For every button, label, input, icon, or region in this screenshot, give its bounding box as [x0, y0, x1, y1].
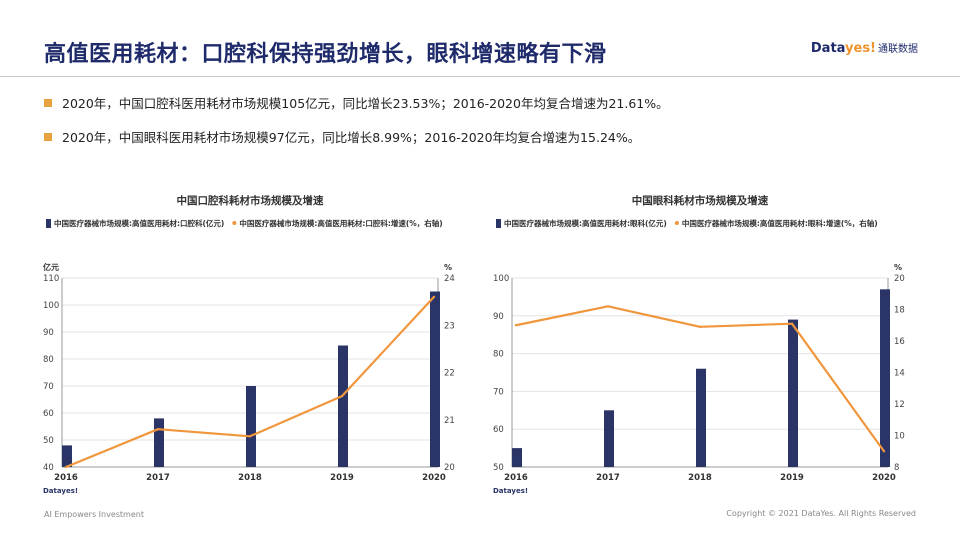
bar: [696, 368, 706, 467]
bar: [788, 319, 798, 467]
bar: [338, 345, 348, 467]
line-point: [606, 305, 610, 308]
x-tick-label: 2020: [422, 473, 446, 483]
y2-tick-label: 12: [894, 400, 905, 410]
x-tick-label: 2016: [54, 473, 78, 483]
y2-tick-label: 18: [894, 306, 905, 316]
y-tick-label: 50: [43, 436, 54, 446]
y2-tick-label: 22: [444, 369, 455, 379]
page-title: 高值医用耗材：口腔科保持强劲增长，眼科增速略有下滑: [44, 42, 607, 67]
y-tick-label: 100: [493, 274, 509, 284]
line-point: [156, 428, 160, 431]
y2-axis-label: %: [894, 263, 902, 272]
bullet-square-icon: [44, 132, 52, 141]
x-tick-label: 2019: [330, 473, 354, 483]
y2-tick-label: 24: [444, 274, 455, 284]
line-point: [698, 325, 702, 329]
y-tick-label: 70: [43, 382, 54, 392]
legend-bar-swatch: [46, 219, 51, 228]
y2-axis-label: %: [444, 263, 452, 272]
x-tick-label: 2018: [238, 473, 262, 483]
line-point: [340, 394, 344, 398]
footer-tagline: AI Empowers Investment: [44, 510, 144, 519]
bar: [62, 445, 72, 467]
legend-bar-label: 中国医疗器械市场规模:高值医用耗材:口腔科(亿元): [54, 218, 224, 228]
y-tick-label: 60: [493, 425, 504, 435]
legend-line-label: 中国医疗器械市场规模:高值医用耗材:口腔科:增速(%，右轴): [239, 218, 442, 228]
y2-tick-label: 16: [894, 337, 905, 347]
chart-source: Datayes!: [43, 487, 78, 495]
legend-line-swatch: [232, 221, 237, 225]
brand-logo: Datayes! 通联数据: [811, 40, 918, 56]
line-point: [248, 435, 252, 438]
line-point: [432, 295, 436, 299]
y-tick-label: 60: [43, 409, 54, 419]
y-tick-label: 40: [43, 463, 54, 473]
chart-title: 中国口腔科耗材市场规模及增速: [177, 194, 324, 207]
legend-bar-swatch: [496, 219, 501, 228]
x-tick-label: 2020: [872, 473, 896, 483]
bar: [604, 410, 614, 467]
line-point: [882, 450, 886, 453]
bar: [154, 418, 164, 467]
brand-cn: 通联数据: [878, 44, 918, 55]
y-tick-label: 70: [493, 387, 504, 397]
y-tick-label: 50: [493, 463, 504, 473]
x-tick-label: 2016: [504, 473, 528, 483]
line-point: [790, 322, 794, 325]
line-point: [64, 465, 68, 469]
footer-copyright: Copyright © 2021 DataYes. All Rights Res…: [726, 509, 916, 518]
bar: [512, 448, 522, 467]
bullet-item: 2020年，中国口腔科医用耗材市场规模105亿元，同比增长23.53%；2016…: [44, 93, 669, 112]
legend-line-swatch: [674, 221, 679, 225]
bar: [880, 289, 890, 467]
y2-tick-label: 14: [894, 369, 905, 379]
chart-ophthalmic: 中国眼科耗材市场规模及增速中国医疗器械市场规模:高值医用耗材:眼科(亿元) 中国医…: [490, 190, 910, 500]
bar: [246, 386, 256, 467]
x-tick-label: 2019: [780, 473, 804, 483]
chart-title: 中国眼科耗材市场规模及增速: [632, 194, 769, 207]
y2-tick-label: 8: [894, 463, 899, 473]
x-tick-label: 2018: [688, 473, 712, 483]
brand-yes: yes!: [845, 41, 876, 56]
line-point: [514, 324, 518, 327]
y2-tick-label: 20: [894, 274, 905, 284]
y2-tick-label: 21: [444, 416, 455, 426]
y-tick-label: 90: [43, 328, 54, 338]
bullet-text: 2020年，中国眼科医用耗材市场规模97亿元，同比增长8.99%；2016-20…: [62, 130, 641, 145]
y-tick-label: 80: [43, 355, 54, 365]
x-tick-label: 2017: [146, 473, 170, 483]
legend-line-label: 中国医疗器械市场规模:高值医用耗材:眼科:增速(%，右轴): [682, 218, 878, 228]
y2-tick-label: 20: [444, 463, 455, 473]
y2-tick-label: 23: [444, 321, 455, 331]
bullet-item: 2020年，中国眼科医用耗材市场规模97亿元，同比增长8.99%；2016-20…: [44, 127, 640, 146]
chart-source: Datayes!: [493, 487, 528, 495]
y-tick-label: 90: [493, 312, 504, 322]
y2-tick-label: 10: [894, 432, 905, 442]
bullet-square-icon: [44, 98, 52, 107]
bullet-text: 2020年，中国口腔科医用耗材市场规模105亿元，同比增长23.53%；2016…: [62, 96, 669, 111]
y-axis-label: 亿元: [43, 262, 59, 272]
y-tick-label: 110: [43, 274, 59, 284]
bar: [430, 291, 440, 467]
header-divider: [0, 76, 960, 77]
legend-bar-label: 中国医疗器械市场规模:高值医用耗材:眼科(亿元): [504, 218, 667, 228]
y-tick-label: 100: [43, 301, 59, 311]
y-tick-label: 80: [493, 350, 504, 360]
x-tick-label: 2017: [596, 473, 620, 483]
brand-data: Data: [810, 41, 846, 56]
chart-dental: 中国口腔科耗材市场规模及增速中国医疗器械市场规模:高值医用耗材:口腔科(亿元) 中…: [40, 190, 460, 500]
